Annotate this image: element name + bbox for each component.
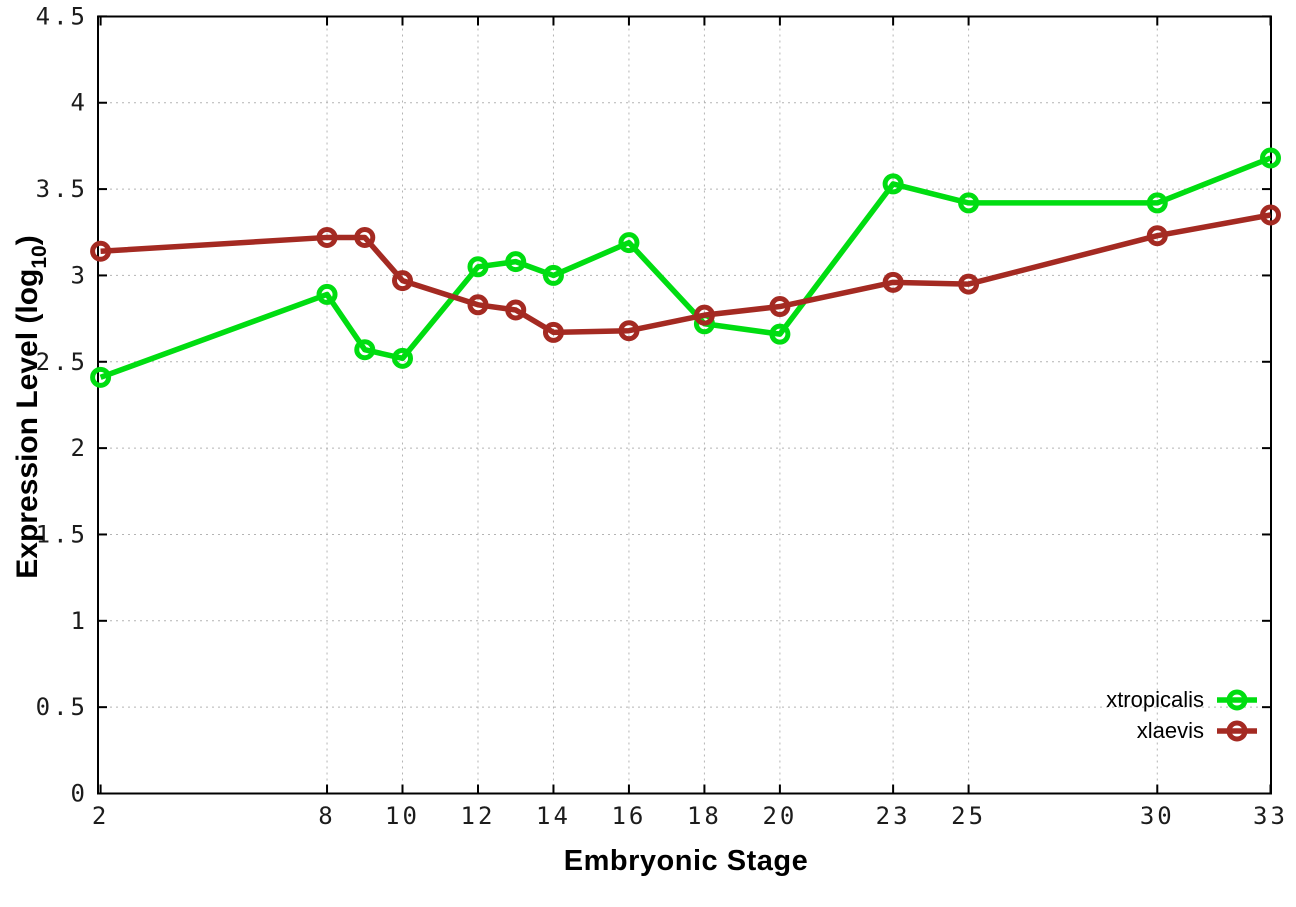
x-tick-label-8: 8 bbox=[318, 802, 335, 830]
y-axis-title-suffix: ) bbox=[11, 235, 44, 246]
marker-xtropicalis-stage-12 bbox=[467, 256, 489, 278]
plot-border bbox=[97, 15, 1272, 795]
y-tick-label-0: 0 bbox=[71, 780, 88, 808]
marker-xlaevis-stage-14 bbox=[542, 321, 564, 343]
marker-xlaevis-stage-23 bbox=[882, 271, 904, 293]
marker-xtropicalis-stage-25 bbox=[958, 192, 980, 214]
y-axis-title-text: Expression Level (log bbox=[11, 268, 44, 579]
y-tick-label-0.5: 0.5 bbox=[36, 693, 88, 721]
x-tick-label-18: 18 bbox=[687, 802, 722, 830]
series-line-xtropicalis bbox=[99, 155, 1272, 380]
legend-sample-xtropicalis-icon bbox=[1217, 689, 1257, 710]
marker-xlaevis-stage-25 bbox=[958, 273, 980, 295]
y-tick-label-1.5: 1.5 bbox=[36, 520, 88, 548]
x-tick-label-14: 14 bbox=[536, 802, 571, 830]
legend-sample-marker bbox=[1226, 720, 1248, 741]
marker-xtropicalis-stage-30 bbox=[1146, 192, 1168, 214]
marker-xtropicalis-stage-23 bbox=[882, 173, 904, 195]
marker-xtropicalis-stage-10 bbox=[392, 347, 414, 369]
legend: xtropicalis xlaevis bbox=[1106, 684, 1260, 746]
marker-xtropicalis-stage-9 bbox=[354, 339, 376, 361]
marker-xlaevis-stage-8 bbox=[316, 226, 338, 248]
y-tick-label-4.5: 4.5 bbox=[36, 2, 88, 30]
legend-label-xlaevis: xlaevis bbox=[1136, 717, 1204, 743]
marker-xlaevis-stage-16 bbox=[618, 320, 640, 342]
marker-xtropicalis-stage-2 bbox=[90, 366, 112, 388]
marker-xlaevis-stage-30 bbox=[1146, 225, 1168, 247]
marker-xlaevis-stage-20 bbox=[769, 296, 791, 318]
y-axis-title: Expression Level (log10) bbox=[11, 157, 51, 657]
marker-xtropicalis-stage-16 bbox=[618, 232, 640, 254]
x-tick-label-33: 33 bbox=[1253, 802, 1288, 830]
legend-entry-xlaevis: xlaevis bbox=[1106, 715, 1260, 746]
x-axis-title: Embryonic Stage bbox=[563, 845, 809, 877]
x-tick-label-12: 12 bbox=[461, 802, 496, 830]
marker-xlaevis-stage-18 bbox=[693, 304, 715, 326]
x-tick-label-2: 2 bbox=[92, 802, 109, 830]
marker-xlaevis-stage-10 bbox=[392, 270, 414, 292]
x-tick-label-10: 10 bbox=[385, 802, 420, 830]
marker-xlaevis-stage-13 bbox=[505, 299, 527, 321]
y-tick-label-3: 3 bbox=[71, 261, 88, 289]
y-tick-label-2: 2 bbox=[71, 434, 88, 462]
legend-label-xtropicalis: xtropicalis bbox=[1106, 686, 1204, 712]
marker-xtropicalis-stage-8 bbox=[316, 283, 338, 305]
legend-entry-xtropicalis: xtropicalis bbox=[1106, 684, 1260, 715]
legend-sample-marker bbox=[1226, 689, 1248, 710]
y-tick-label-2.5: 2.5 bbox=[36, 348, 88, 376]
marker-xlaevis-stage-12 bbox=[467, 294, 489, 316]
x-tick-label-16: 16 bbox=[611, 802, 646, 830]
marker-xtropicalis-stage-33 bbox=[1260, 147, 1281, 169]
x-tick-label-20: 20 bbox=[762, 802, 797, 830]
x-tick-label-30: 30 bbox=[1140, 802, 1175, 830]
marker-xtropicalis-stage-13 bbox=[505, 251, 527, 273]
marker-xtropicalis-stage-20 bbox=[769, 323, 791, 345]
marker-xlaevis-stage-33 bbox=[1260, 204, 1281, 226]
marker-xlaevis-stage-2 bbox=[90, 240, 112, 262]
y-tick-label-4: 4 bbox=[71, 89, 88, 117]
y-tick-label-1: 1 bbox=[71, 607, 88, 635]
x-tick-label-25: 25 bbox=[951, 802, 986, 830]
marker-xlaevis-stage-9 bbox=[354, 226, 376, 248]
y-axis-title-subscript: 10 bbox=[28, 245, 51, 269]
x-tick-label-23: 23 bbox=[876, 802, 911, 830]
y-tick-label-3.5: 3.5 bbox=[36, 175, 88, 203]
marker-xtropicalis-stage-14 bbox=[542, 264, 564, 286]
legend-sample-xlaevis-icon bbox=[1217, 720, 1257, 741]
